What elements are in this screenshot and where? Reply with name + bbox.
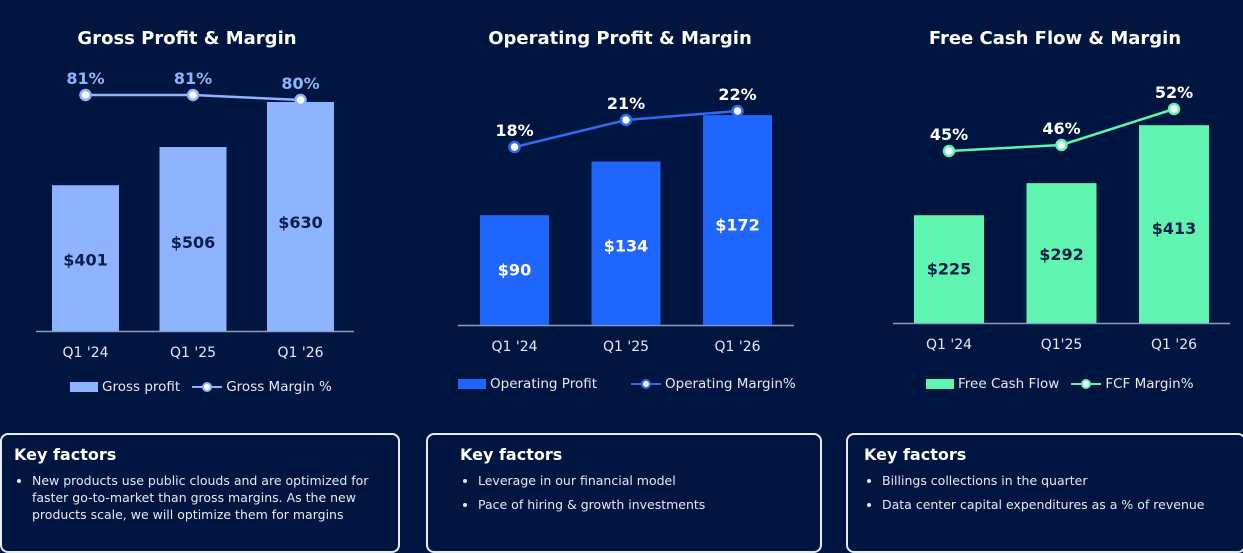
margin-point — [731, 104, 744, 118]
margin-point — [508, 140, 521, 154]
legend-fcf: Free Cash Flow FCF Margin% — [926, 376, 1194, 392]
bar — [1139, 125, 1209, 323]
x-tick-label: Q1 '26 — [1151, 337, 1197, 353]
bar — [159, 147, 227, 331]
key-factor-item: Pace of hiring & growth investments — [478, 496, 808, 513]
bar — [703, 115, 772, 325]
chart-title-fcf: Free Cash Flow & Margin — [928, 28, 1182, 49]
bar — [52, 185, 119, 331]
margin-value-label: 81% — [174, 69, 212, 88]
bar — [914, 215, 984, 323]
margin-point — [186, 88, 200, 102]
legend-label: Free Cash Flow — [958, 376, 1060, 392]
legend-label: Operating Profit — [490, 376, 597, 392]
x-tick-label: Q1 '24 — [491, 339, 537, 355]
charts-canvas: $401 Q1 '24 $506 Q1 '25 $630 Q1 '26 81% 81% 80% $… — [36, 69, 1230, 361]
bar — [480, 215, 549, 325]
margin-point — [1167, 102, 1181, 116]
key-factors-title: Key factors — [460, 445, 563, 464]
margin-value-label: 21% — [607, 94, 645, 113]
margin-point — [619, 113, 633, 127]
bar-value-label: $225 — [927, 260, 972, 279]
key-factor-item: New products use public clouds and are o… — [32, 472, 386, 523]
bar-value-label: $90 — [498, 261, 531, 280]
legend-label: Operating Margin% — [665, 376, 796, 392]
margin-value-label: 18% — [495, 121, 533, 140]
margin-point — [294, 93, 307, 107]
bar-value-label: $413 — [1152, 219, 1197, 238]
bar-value-label: $292 — [1039, 245, 1084, 264]
margin-point — [942, 144, 956, 158]
legend-label: Gross Margin % — [226, 379, 332, 395]
key-factor-item: Billings collections in the quarter — [882, 472, 1232, 489]
legend-label: FCF Margin% — [1105, 376, 1194, 392]
margin-point — [79, 88, 92, 102]
bar-value-label: $172 — [715, 216, 760, 235]
legend-swatch-bar — [70, 382, 98, 392]
margin-value-label: 81% — [66, 69, 104, 88]
margin-value-label: 45% — [930, 125, 968, 144]
chart-title-gross: Gross Profit & Margin — [77, 28, 297, 49]
key-factors-fcf: Key factors Billings collections in the … — [846, 433, 1243, 553]
key-factors-title: Key factors — [14, 445, 117, 464]
legend-swatch-line — [192, 382, 223, 392]
bar — [1026, 183, 1097, 323]
margin-point — [1055, 138, 1068, 152]
chart-title-operating: Operating Profit & Margin — [488, 28, 752, 49]
legend-swatch-bar — [458, 379, 486, 389]
legend-swatch-bar — [926, 379, 954, 389]
key-factor-item: Leverage in our financial model — [478, 472, 808, 489]
legend-gross: Gross profit Gross Margin % — [70, 379, 332, 395]
key-factors-gross: Key factors New products use public clou… — [0, 433, 400, 553]
legend-operating: Operating Profit Operating Margin% — [458, 376, 796, 392]
legend-swatch-line — [1071, 379, 1102, 389]
legend-label: Gross profit — [102, 379, 181, 395]
x-tick-label: Q1 '26 — [277, 345, 323, 361]
margin-value-label: 46% — [1042, 119, 1080, 138]
x-tick-label: Q1 '24 — [62, 345, 108, 361]
x-tick-label: Q1 '25 — [603, 339, 649, 355]
margin-value-label: 22% — [718, 85, 756, 104]
bar-value-label: $506 — [171, 233, 216, 252]
bar-value-label: $401 — [63, 250, 108, 269]
x-tick-label: Q1 '25 — [170, 345, 216, 361]
margin-value-label: 80% — [281, 74, 319, 93]
bar — [267, 101, 334, 332]
x-tick-label: Q1 '26 — [714, 339, 760, 355]
bar — [591, 161, 661, 325]
bar-value-label: $134 — [604, 236, 649, 255]
key-factor-item: Data center capital expenditures as a % … — [882, 496, 1232, 513]
x-tick-label: Q1 '24 — [926, 337, 972, 353]
margin-value-label: 52% — [1155, 83, 1193, 102]
x-tick-label: Q1'25 — [1041, 337, 1083, 353]
key-factors-title: Key factors — [864, 445, 967, 464]
key-factors-operating: Key factors Leverage in our financial mo… — [426, 433, 822, 553]
legend-swatch-line — [631, 379, 661, 389]
bar-value-label: $630 — [278, 213, 323, 232]
